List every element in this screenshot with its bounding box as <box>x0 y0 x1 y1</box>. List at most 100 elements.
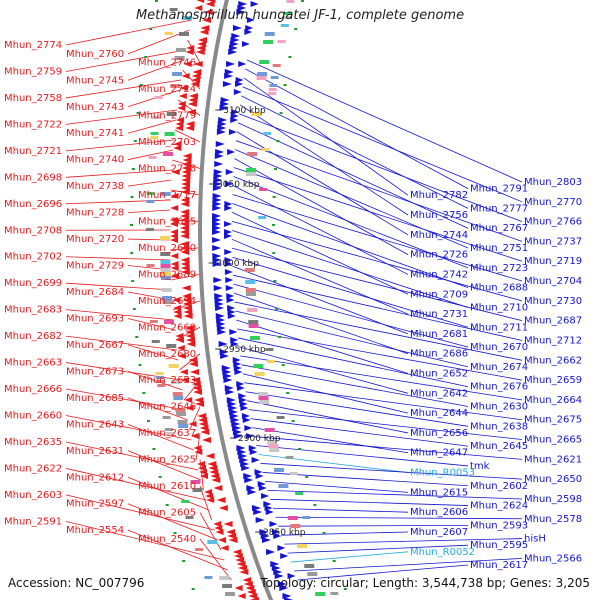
feature-block <box>285 456 294 459</box>
reverse-gene-label: Mhun_2730 <box>524 296 582 307</box>
leader-line <box>258 454 409 473</box>
reverse-gene-arrow <box>181 165 191 171</box>
feature-block <box>225 592 236 596</box>
reverse-gene-arrow <box>197 413 207 419</box>
leader-line <box>238 113 523 222</box>
reverse-gene-arrow <box>175 117 184 123</box>
forward-gene-arrow <box>224 249 233 255</box>
forward-gene-arrow <box>224 69 234 75</box>
reverse-gene-arrow <box>177 101 186 107</box>
forward-gene-arrow <box>212 217 222 223</box>
feature-block <box>330 592 339 595</box>
leader-line <box>187 39 201 63</box>
gene-features <box>130 0 347 600</box>
feature-block <box>142 392 146 394</box>
feature-block <box>278 336 282 338</box>
reverse-gene-arrow <box>198 465 207 471</box>
leader-line <box>278 524 469 527</box>
reverse-gene-label: Mhun_2644 <box>410 408 468 419</box>
feature-block <box>177 420 188 424</box>
reverse-gene-arrow <box>170 217 179 223</box>
leader-line <box>231 212 409 295</box>
forward-gene-arrow <box>238 1 248 7</box>
reverse-gene-arrow <box>170 221 179 227</box>
feature-block <box>164 132 175 136</box>
reverse-gene-label: Mhun_2742 <box>410 269 468 280</box>
feature-block <box>165 432 174 435</box>
forward-gene-arrow <box>220 97 230 103</box>
feature-block <box>173 396 184 400</box>
feature-block <box>275 308 279 310</box>
reverse-gene-arrow <box>220 545 229 551</box>
reverse-gene-label: Mhun_2624 <box>470 501 528 512</box>
genome-backbone <box>197 0 274 600</box>
scale-ticks: 3100 kbp 3050 kbp 3000 kbp 2950 kbp 2900 kbp… <box>208 106 306 538</box>
reverse-gene-arrow <box>170 229 179 235</box>
leader-line <box>127 371 183 391</box>
feature-block <box>267 360 276 363</box>
leader-line <box>233 176 469 269</box>
feature-block <box>168 364 179 368</box>
reverse-gene-arrow <box>205 1 215 7</box>
reverse-gene-arrow <box>180 241 190 247</box>
leader-line <box>65 49 186 72</box>
reverse-gene-arrow <box>182 297 192 303</box>
feature-block <box>315 592 326 596</box>
reverse-gene-label: Mhun_2686 <box>410 349 468 360</box>
feature-block <box>147 420 151 422</box>
reverse-gene-arrow <box>171 273 180 279</box>
reverse-gene-arrow <box>181 181 191 187</box>
reverse-gene-label: Mhun_2726 <box>410 250 468 261</box>
feature-block <box>258 396 269 400</box>
leader-line <box>65 494 215 531</box>
leader-line <box>127 119 176 134</box>
feature-block <box>265 348 274 351</box>
forward-gene-label: Mhun_2693 <box>66 313 124 324</box>
feature-block <box>162 416 171 419</box>
leader-line <box>127 503 218 541</box>
leader-line <box>272 507 409 513</box>
reverse-gene-arrow <box>185 333 195 339</box>
forward-gene-arrow <box>236 381 245 387</box>
feature-block <box>286 392 290 394</box>
feature-block <box>287 516 298 520</box>
feature-block <box>300 0 304 2</box>
reverse-gene-label: Mhun_2602 <box>470 481 528 492</box>
feature-block <box>254 372 265 376</box>
forward-gene-label: Mhun_2698 <box>4 172 62 183</box>
forward-gene-arrow <box>216 129 226 135</box>
reverse-gene-arrow <box>193 445 202 451</box>
feature-block <box>289 472 298 475</box>
reverse-gene-label: Mhun_2719 <box>524 256 582 267</box>
reverse-gene-arrow <box>197 417 207 423</box>
forward-gene-arrow <box>212 229 222 235</box>
forward-gene-arrow <box>212 185 222 191</box>
feature-block <box>144 56 148 58</box>
reverse-gene-label: Mhun_2645 <box>470 441 528 452</box>
forward-gene-arrow <box>255 517 265 523</box>
forward-gene-arrow <box>228 45 238 51</box>
reverse-gene-arrow <box>208 465 218 471</box>
feature-block <box>297 544 308 548</box>
reverse-gene-arrow <box>170 205 179 211</box>
reverse-gene-arrow <box>216 497 226 503</box>
forward-gene-label: Mhun_2682 <box>4 331 62 342</box>
feature-block <box>173 532 177 534</box>
reverse-gene-arrow <box>210 473 220 479</box>
forward-gene-label: Mhun_2666 <box>4 384 62 395</box>
reverse-gene-arrow <box>172 297 181 303</box>
forward-gene-label: Mhun_2760 <box>66 49 124 60</box>
leader-line <box>237 337 469 388</box>
forward-gene-arrow <box>225 285 234 291</box>
reverse-gene-arrow <box>215 529 224 535</box>
reverse-gene-arrow <box>188 421 197 427</box>
feature-block <box>160 192 171 196</box>
feature-block <box>246 292 257 296</box>
reverse-gene-arrow <box>173 313 182 319</box>
reverse-gene-label: hisH <box>524 534 546 545</box>
forward-gene-arrow <box>212 237 222 243</box>
forward-gene-arrow <box>219 105 229 111</box>
reverse-gene-arrow <box>200 429 210 435</box>
forward-gene-arrow <box>212 213 222 219</box>
feature-block <box>322 532 326 534</box>
